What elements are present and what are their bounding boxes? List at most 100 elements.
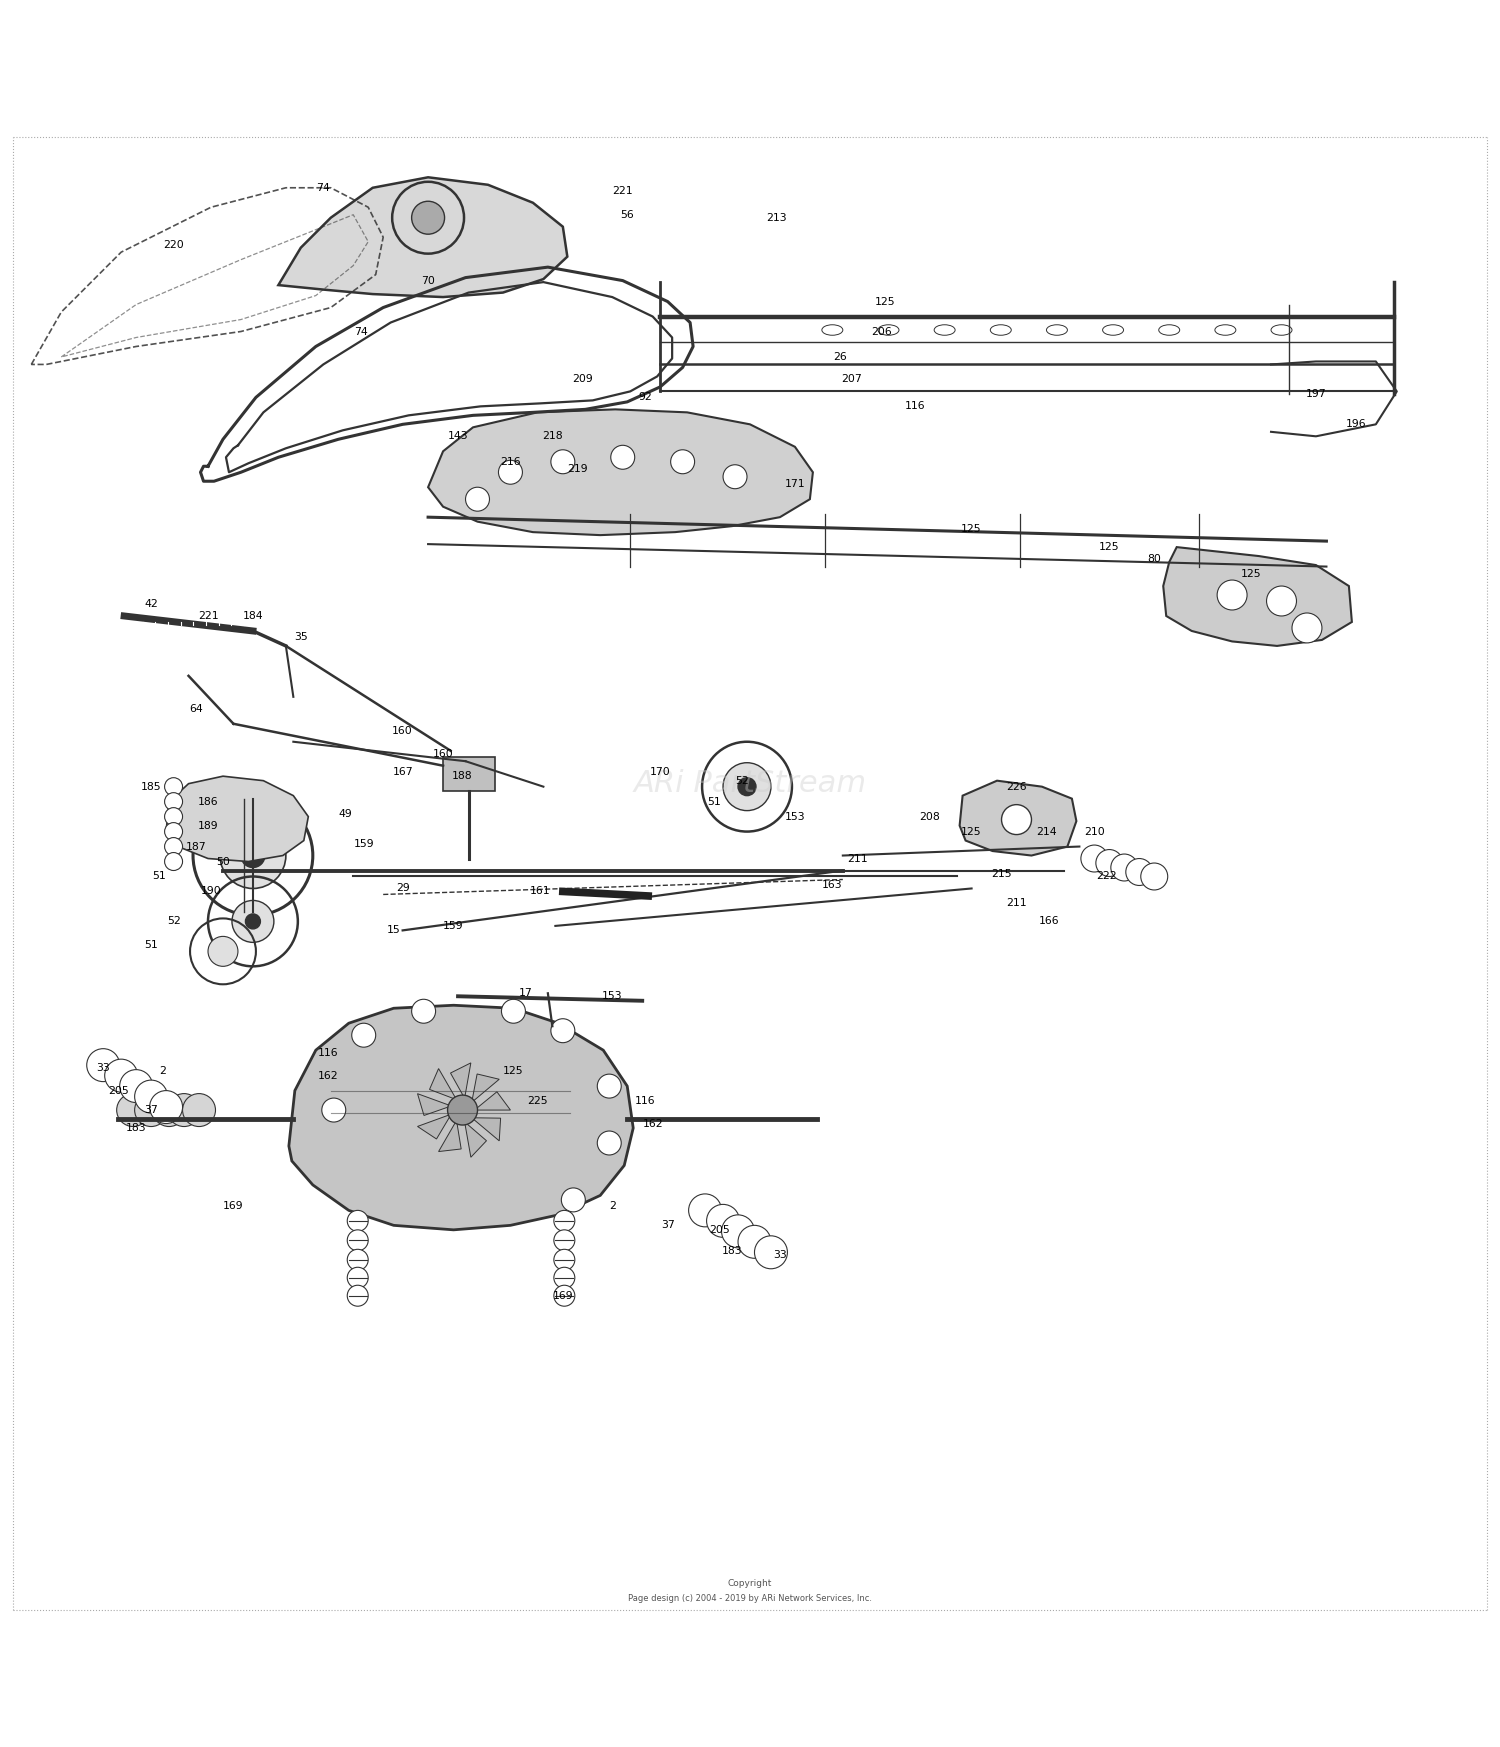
Text: 116: 116 xyxy=(318,1048,338,1059)
Text: 208: 208 xyxy=(920,812,940,821)
Text: 183: 183 xyxy=(722,1246,742,1256)
Circle shape xyxy=(87,1048,120,1081)
Text: 209: 209 xyxy=(572,374,592,384)
Circle shape xyxy=(447,1095,477,1125)
Text: 221: 221 xyxy=(198,611,219,620)
Text: 216: 216 xyxy=(500,456,520,466)
Text: 196: 196 xyxy=(1346,419,1366,430)
Text: 51: 51 xyxy=(152,872,165,882)
Polygon shape xyxy=(417,1094,452,1116)
Text: 153: 153 xyxy=(784,812,806,821)
Circle shape xyxy=(597,1130,621,1155)
Text: 171: 171 xyxy=(784,479,806,489)
Circle shape xyxy=(183,1094,216,1127)
Text: 125: 125 xyxy=(962,826,982,837)
Text: 51: 51 xyxy=(706,797,722,807)
Text: 162: 162 xyxy=(642,1118,663,1129)
Polygon shape xyxy=(465,1122,486,1157)
Circle shape xyxy=(165,853,183,870)
Text: 26: 26 xyxy=(833,351,846,362)
Circle shape xyxy=(165,793,183,811)
Circle shape xyxy=(723,465,747,489)
Text: 197: 197 xyxy=(1305,390,1326,400)
Circle shape xyxy=(135,1080,168,1113)
Circle shape xyxy=(498,459,522,484)
Ellipse shape xyxy=(990,325,1011,335)
Polygon shape xyxy=(429,1069,456,1099)
Polygon shape xyxy=(1162,547,1352,646)
Text: 169: 169 xyxy=(552,1291,573,1302)
Text: 74: 74 xyxy=(316,183,330,192)
Text: 2: 2 xyxy=(159,1066,166,1076)
Text: 35: 35 xyxy=(294,632,307,641)
Text: 143: 143 xyxy=(447,432,468,442)
Circle shape xyxy=(346,1286,368,1307)
Text: 51: 51 xyxy=(144,940,158,950)
Text: 37: 37 xyxy=(662,1221,675,1230)
Text: 125: 125 xyxy=(1242,570,1262,578)
Text: 205: 205 xyxy=(108,1085,129,1095)
Text: 220: 220 xyxy=(164,239,184,250)
Ellipse shape xyxy=(1102,325,1124,335)
Text: Page design (c) 2004 - 2019 by ARi Network Services, Inc.: Page design (c) 2004 - 2019 by ARi Netwo… xyxy=(628,1593,872,1602)
Circle shape xyxy=(738,777,756,795)
Ellipse shape xyxy=(934,325,956,335)
Text: 211: 211 xyxy=(1007,898,1028,908)
Text: 218: 218 xyxy=(542,432,562,442)
Circle shape xyxy=(1002,805,1032,835)
Circle shape xyxy=(1126,858,1154,886)
Text: 125: 125 xyxy=(874,297,896,306)
Circle shape xyxy=(706,1204,740,1237)
Text: 116: 116 xyxy=(904,402,926,411)
Text: 188: 188 xyxy=(452,770,472,781)
Circle shape xyxy=(168,1094,201,1127)
Text: 184: 184 xyxy=(243,611,262,620)
Text: 80: 80 xyxy=(1148,554,1161,564)
Ellipse shape xyxy=(1215,325,1236,335)
Text: 187: 187 xyxy=(186,842,207,851)
Circle shape xyxy=(346,1249,368,1270)
Circle shape xyxy=(550,449,574,473)
Circle shape xyxy=(554,1267,574,1288)
Text: 52: 52 xyxy=(735,776,750,786)
Text: 219: 219 xyxy=(567,465,588,473)
Text: 159: 159 xyxy=(354,839,374,849)
Ellipse shape xyxy=(822,325,843,335)
Circle shape xyxy=(1082,846,1108,872)
Polygon shape xyxy=(438,1120,460,1151)
Text: 221: 221 xyxy=(612,185,633,196)
Text: 170: 170 xyxy=(650,767,670,777)
Circle shape xyxy=(153,1094,186,1127)
Polygon shape xyxy=(474,1092,510,1109)
Circle shape xyxy=(120,1069,153,1102)
Circle shape xyxy=(346,1230,368,1251)
Circle shape xyxy=(501,999,525,1024)
Circle shape xyxy=(165,777,183,795)
Circle shape xyxy=(554,1286,574,1307)
Circle shape xyxy=(117,1094,150,1127)
Text: 33: 33 xyxy=(96,1064,109,1073)
Polygon shape xyxy=(471,1074,500,1102)
Text: 162: 162 xyxy=(318,1071,338,1081)
Ellipse shape xyxy=(1270,325,1292,335)
Text: 56: 56 xyxy=(621,210,634,220)
Circle shape xyxy=(346,1267,368,1288)
Text: 160: 160 xyxy=(393,727,412,735)
Polygon shape xyxy=(960,781,1077,856)
Circle shape xyxy=(688,1193,722,1226)
Text: 2: 2 xyxy=(609,1200,615,1211)
Circle shape xyxy=(346,1211,368,1232)
Polygon shape xyxy=(471,1118,501,1141)
Polygon shape xyxy=(417,1115,452,1139)
Text: 226: 226 xyxy=(1007,781,1028,791)
Circle shape xyxy=(550,1019,574,1043)
Text: 206: 206 xyxy=(871,327,892,337)
Text: 74: 74 xyxy=(354,327,368,337)
Text: 125: 125 xyxy=(962,524,982,535)
Text: 205: 205 xyxy=(710,1225,730,1235)
Polygon shape xyxy=(450,1062,471,1099)
Text: 125: 125 xyxy=(503,1066,524,1076)
Text: 153: 153 xyxy=(602,991,622,1001)
Polygon shape xyxy=(279,176,567,297)
Text: 17: 17 xyxy=(519,989,532,998)
